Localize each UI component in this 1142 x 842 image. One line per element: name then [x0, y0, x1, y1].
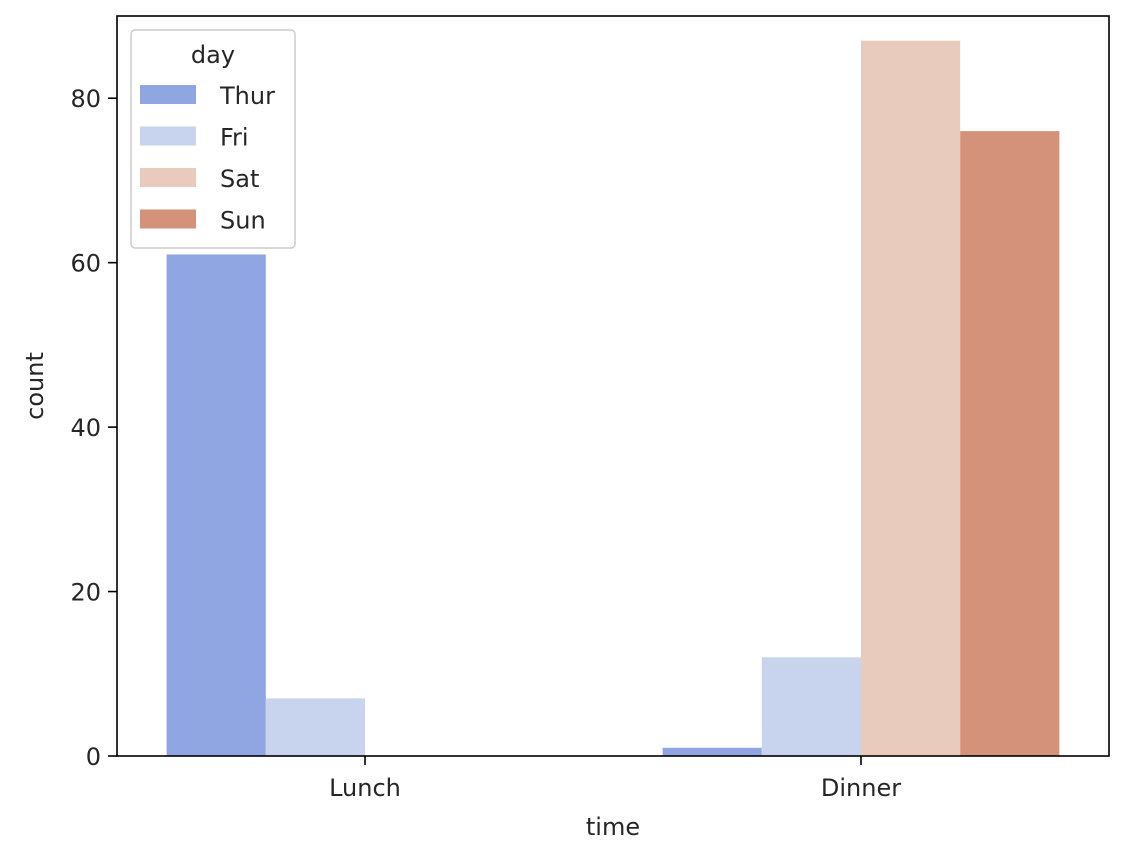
bar-fri-dinner — [761, 657, 861, 756]
y-axis-label: count — [21, 352, 49, 420]
x-axis-ticks: Lunch Dinner — [329, 756, 901, 802]
x-tick-label-dinner: Dinner — [821, 774, 901, 802]
bar-thur-lunch — [166, 254, 266, 756]
y-tick-label: 40 — [70, 414, 101, 442]
legend: day Thur Fri Sat Sun — [130, 29, 296, 249]
plot-frame — [116, 15, 1110, 757]
bar-fri-lunch — [265, 698, 365, 756]
y-tick-label: 60 — [70, 250, 101, 278]
y-tick-label: 80 — [70, 85, 101, 113]
legend-label-sun: Sun — [220, 207, 266, 235]
x-axis-label: time — [586, 813, 640, 841]
legend-frame — [130, 29, 296, 249]
legend-swatch-fri — [140, 126, 196, 146]
y-axis-ticks: 0 20 40 60 80 — [70, 85, 117, 771]
legend-title: day — [191, 41, 235, 69]
x-tick-label-lunch: Lunch — [329, 774, 401, 802]
bar-sat-dinner — [861, 40, 961, 756]
bar-thur-dinner — [662, 747, 762, 756]
legend-label-thur: Thur — [219, 82, 275, 110]
legend-items: Thur Fri Sat Sun — [140, 82, 275, 235]
legend-label-fri: Fri — [220, 124, 249, 152]
legend-swatch-sat — [140, 168, 196, 187]
legend-swatch-thur — [140, 85, 196, 104]
legend-swatch-sun — [140, 209, 196, 229]
bars-group — [166, 40, 1060, 757]
y-tick-label: 20 — [70, 579, 101, 607]
legend-label-sat: Sat — [220, 165, 259, 193]
y-tick-label: 0 — [86, 743, 101, 771]
bar-sun-dinner — [960, 131, 1060, 757]
